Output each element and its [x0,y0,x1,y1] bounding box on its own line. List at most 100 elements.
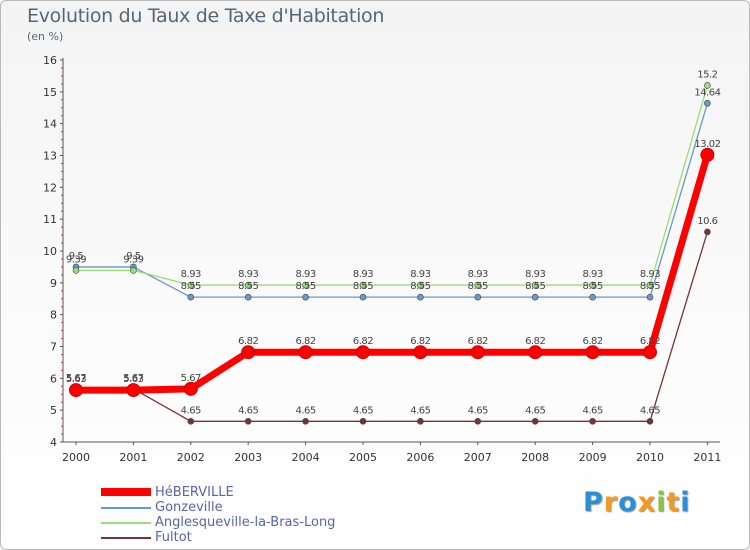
data-label: 10.6 [697,216,717,227]
chart-title: Evolution du Taux de Taxe d'Habitation [27,5,385,27]
data-point [241,345,256,360]
data-label: 5.63 [123,374,143,385]
data-label: 6.82 [525,336,545,347]
y-tick-label: 16 [43,54,57,67]
data-label: 8.55 [410,281,430,292]
data-label: 9.5 [69,251,84,262]
series-line-1 [75,102,709,298]
data-point [417,418,424,425]
y-tick-label: 5 [50,404,57,417]
legend-label: HéBERVILLE [155,485,234,500]
data-label: 13.02 [694,139,720,150]
data-label: 4.65 [525,405,545,416]
y-tick-label: 6 [50,372,57,385]
data-label: 5.67 [66,373,86,384]
data-label: 8.93 [181,269,201,280]
data-label: 8.93 [410,269,430,280]
y-tick-label: 13 [43,150,57,163]
data-point [704,82,711,89]
data-point [646,418,654,425]
data-point [187,293,195,301]
x-tick-label: 2011 [693,451,721,464]
chart-subtitle: (en %) [27,30,64,43]
data-label: 4.65 [238,405,258,416]
x-tick-label: 2003 [234,451,262,464]
data-label: 8.55 [525,281,545,292]
y-tick-label: 4 [50,436,57,449]
data-label: 8.93 [353,269,373,280]
legend-swatch-anglesqueville [101,522,151,524]
data-point [589,418,596,425]
data-label: 8.93 [238,269,258,280]
x-tick-label: 2007 [464,451,492,464]
logo-letter: r [603,487,619,518]
y-tick-label: 7 [50,341,57,354]
series-line-2 [75,84,709,286]
data-label: 8.93 [582,269,602,280]
data-point [531,418,539,425]
data-point [183,381,198,396]
legend-label: Gonzeville [155,500,223,515]
logo-letter: i [656,487,667,518]
data-point [69,383,83,398]
x-tick-label: 2010 [636,451,664,464]
x-tick-label: 2005 [349,451,377,464]
data-point [130,267,137,274]
data-label: 8.93 [468,269,488,280]
legend-swatch-fultot [101,537,151,539]
proxiti-logo: Proxiti [583,487,691,518]
logo-letter: x [637,487,657,518]
data-point [589,281,596,289]
data-label: 6.82 [410,336,430,347]
data-point [413,345,428,360]
data-point [531,293,539,301]
data-point [356,345,370,360]
data-label: 14.64 [694,87,720,98]
y-tick-label: 14 [43,118,57,131]
data-label: 8.55 [353,281,373,292]
y-tick-label: 9 [50,277,57,290]
data-point [298,345,313,360]
data-point [643,345,657,360]
data-label: 4.65 [353,405,373,416]
data-label: 4.65 [181,405,201,416]
x-tick-label: 2001 [119,451,147,464]
data-label: 8.93 [525,269,545,280]
logo-letter: t [666,487,681,518]
y-tick-label: 11 [43,213,57,226]
data-label: 8.55 [238,281,258,292]
data-point [244,293,252,301]
x-tick-label: 2004 [292,451,320,464]
data-label: 9.39 [66,254,86,265]
data-point [187,418,195,425]
data-label: 9.5 [126,251,141,262]
data-point [585,345,600,360]
data-point [302,293,309,301]
data-label: 8.55 [640,281,660,292]
series-line-3 [75,231,709,422]
logo-letter: P [583,487,604,518]
logo-letter: i [680,487,691,518]
data-point [187,281,195,289]
data-label: 5.63 [66,374,86,385]
data-label: 8.55 [468,281,488,292]
y-tick-label: 15 [43,86,57,99]
x-tick-label: 2006 [406,451,434,464]
x-tick-label: 2009 [579,451,607,464]
x-tick-label: 2008 [521,451,549,464]
data-label: 9.39 [123,254,143,265]
data-point [359,293,367,301]
data-label: 8.55 [181,281,201,292]
data-point [528,345,543,360]
legend-swatch-heberville [101,488,151,496]
y-tick-label: 12 [43,181,57,194]
data-point [589,293,596,301]
legend-label: Fultot [155,530,192,545]
data-point [704,99,711,107]
data-point [704,228,711,236]
series-line-0 [72,151,711,394]
x-tick-label: 2000 [62,451,90,464]
data-point [244,418,252,425]
